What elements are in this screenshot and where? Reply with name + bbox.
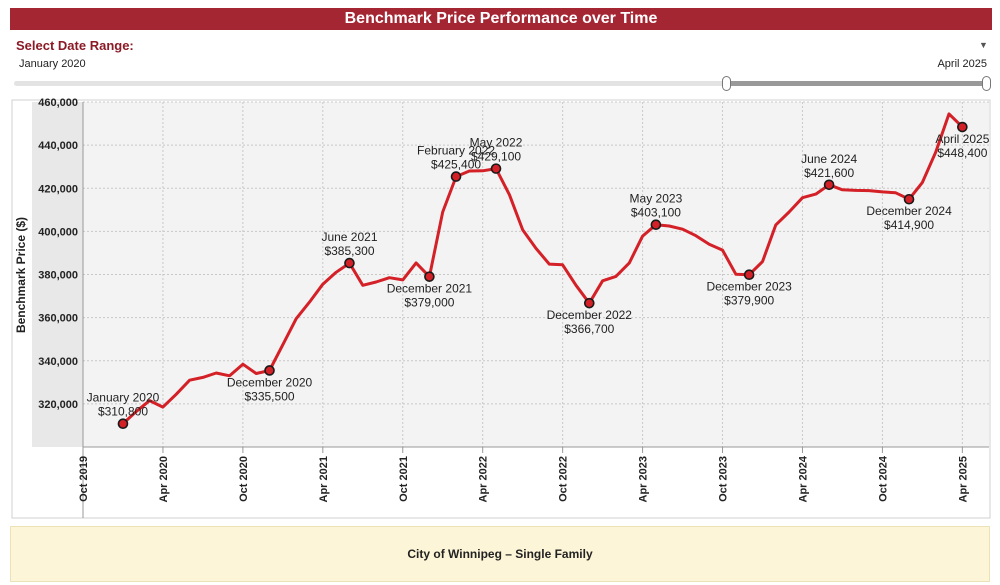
- annotation-date: May 2022: [470, 136, 523, 150]
- annotation-date: April 2025: [935, 132, 989, 146]
- chart-header: Benchmark Price Performance over Time: [10, 8, 992, 30]
- range-end-label: April 2025: [937, 58, 987, 70]
- chevron-down-icon[interactable]: ▼: [979, 40, 988, 50]
- data-point-marker[interactable]: [583, 297, 595, 309]
- data-point-marker[interactable]: [117, 418, 129, 430]
- annotation-price: $429,100: [471, 150, 521, 164]
- annotation-price: $385,300: [324, 244, 374, 258]
- annotation-price: $421,600: [804, 166, 854, 180]
- data-point-marker[interactable]: [903, 193, 915, 205]
- date-range-slider[interactable]: [14, 81, 989, 86]
- data-point-marker[interactable]: [957, 121, 968, 133]
- slider-end-handle[interactable]: [982, 76, 991, 91]
- annotation-date: December 2020: [227, 375, 313, 389]
- footer-caption: City of Winnipeg – Single Family: [10, 526, 990, 582]
- range-start-label: January 2020: [19, 58, 86, 70]
- annotation-price: $379,000: [404, 296, 454, 310]
- y-tick-label: 460,000: [38, 97, 78, 109]
- x-tick-label: Apr 2020: [158, 456, 170, 502]
- annotation-price: $310,800: [98, 405, 148, 419]
- annotation-date: December 2024: [866, 204, 952, 218]
- y-tick-label: 360,000: [38, 313, 78, 325]
- x-tick-label: Apr 2023: [638, 456, 650, 502]
- annotation-date: February 2022: [417, 144, 495, 158]
- price-series-line: [121, 112, 964, 425]
- x-tick-label: Oct 2024: [877, 455, 889, 502]
- y-tick-label: 440,000: [38, 140, 78, 152]
- annotation-date: December 2023: [706, 280, 792, 294]
- date-range-slider-selection: [727, 81, 987, 86]
- benchmark-price-chart: 320,000 340,000 360,000 380,000 400,000 420,0…: [11, 97, 991, 519]
- y-axis-band: [32, 102, 83, 447]
- data-point-marker[interactable]: [823, 179, 835, 191]
- annotation-price: $425,400: [431, 158, 481, 172]
- y-axis-label: Benchmark Price ($): [14, 217, 28, 333]
- annotation-price: $366,700: [564, 322, 614, 336]
- y-tick-label: 400,000: [38, 226, 78, 238]
- data-point-marker[interactable]: [743, 269, 755, 281]
- annotation-price: $403,100: [631, 206, 681, 220]
- annotation-price: $414,900: [884, 218, 934, 232]
- x-tick-label: Apr 2022: [478, 456, 490, 502]
- y-tick-label: 320,000: [38, 399, 78, 411]
- x-tick-label: Apr 2024: [797, 455, 809, 502]
- x-tick-label: Apr 2025: [957, 456, 969, 502]
- data-point-marker[interactable]: [650, 219, 662, 230]
- data-point-marker[interactable]: [424, 271, 435, 282]
- annotation-date: May 2023: [630, 192, 683, 206]
- x-tick-label: Oct 2021: [398, 456, 410, 502]
- y-tick-label: 380,000: [38, 270, 78, 282]
- annotation-date: December 2021: [387, 282, 473, 296]
- data-point-marker[interactable]: [344, 257, 355, 269]
- data-point-marker[interactable]: [264, 365, 275, 376]
- annotation-date: December 2022: [547, 308, 633, 322]
- annotation-price: $448,400: [937, 146, 987, 160]
- annotation-date: June 2024: [801, 152, 857, 166]
- y-tick-label: 340,000: [38, 356, 78, 368]
- annotation-date: January 2020: [87, 391, 160, 405]
- x-tick-label: Oct 2023: [718, 456, 730, 502]
- x-tick-label: Oct 2020: [238, 456, 250, 502]
- annotation-price: $335,500: [244, 389, 294, 403]
- slider-start-handle[interactable]: [722, 76, 731, 91]
- annotation-date: June 2021: [321, 230, 377, 244]
- y-tick-label: 420,000: [38, 183, 78, 195]
- data-point-marker[interactable]: [490, 163, 502, 174]
- data-point-marker[interactable]: [450, 171, 462, 182]
- x-tick-label: Oct 2022: [558, 456, 570, 502]
- x-tick-label: Oct 2019: [78, 456, 90, 502]
- x-tick-label: Apr 2021: [318, 456, 330, 502]
- date-range-label: Select Date Range:: [16, 38, 134, 53]
- annotation-price: $379,900: [724, 294, 774, 308]
